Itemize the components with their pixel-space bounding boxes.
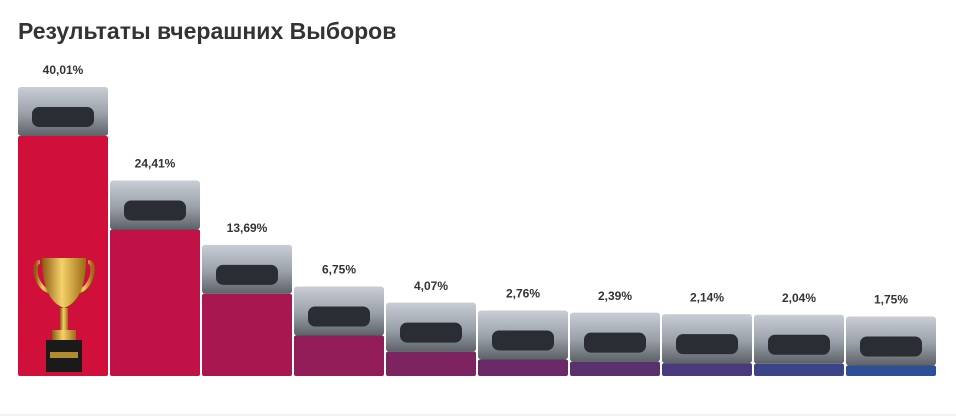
value-label: 24,41%: [135, 157, 176, 171]
photo-car: [400, 322, 462, 343]
photo-car: [584, 332, 646, 353]
bar: [202, 293, 292, 376]
photo-car: [492, 330, 554, 351]
value-label: 2,39%: [598, 289, 632, 303]
value-label: 6,75%: [322, 263, 356, 277]
chart-title: Результаты вчерашних Выборов: [18, 18, 396, 44]
bar: [18, 135, 108, 376]
photo-car: [860, 336, 922, 357]
value-label: 13,69%: [227, 221, 268, 235]
trophy: [33, 258, 95, 372]
bar: [662, 363, 752, 376]
value-label: 2,04%: [782, 291, 816, 305]
bar: [570, 361, 660, 376]
bar: [478, 359, 568, 376]
photo-car: [676, 334, 738, 355]
photo-car: [32, 106, 94, 127]
photo-car: [124, 200, 186, 221]
value-label: 40,01%: [43, 63, 84, 77]
bar: [386, 351, 476, 376]
value-label: 2,76%: [506, 287, 540, 301]
bar: [846, 365, 936, 376]
photo-car: [768, 334, 830, 355]
bar: [294, 335, 384, 376]
value-label: 4,07%: [414, 279, 448, 293]
value-label: 1,75%: [874, 293, 908, 307]
photo-car: [216, 264, 278, 285]
bars: 40,01% 24,41% 13,69% 6,75% 4,07% 2,76% 2,39% 2,…: [18, 63, 936, 376]
bar: [110, 229, 200, 376]
bar: [754, 363, 844, 376]
photo-car: [308, 306, 370, 327]
value-label: 2,14%: [690, 290, 724, 304]
